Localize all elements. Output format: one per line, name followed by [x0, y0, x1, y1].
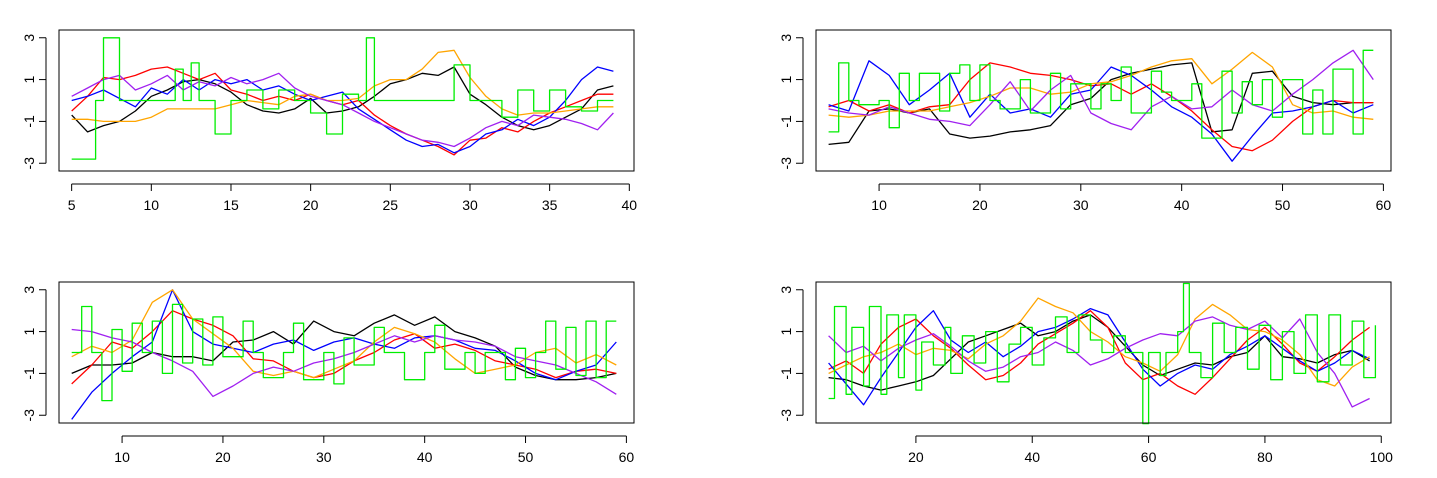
x-tick-label: 80 — [1257, 449, 1273, 465]
plot-frame — [58, 29, 635, 172]
x-tick-label: 35 — [542, 197, 558, 213]
y-tick-label: 3 — [778, 34, 794, 42]
series-line-6 — [71, 37, 614, 160]
series-line-2 — [828, 310, 1370, 395]
series-line-1 — [828, 314, 1370, 391]
series-line-4 — [828, 297, 1370, 387]
x-tick-label: 40 — [417, 449, 433, 465]
x-tick-label: 30 — [1073, 197, 1089, 213]
x-tick-label: 20 — [303, 197, 319, 213]
y-tick-label: -1 — [778, 367, 794, 380]
x-tick-label: 20 — [908, 449, 924, 465]
y-tick-label: 1 — [778, 327, 794, 335]
panel-1: 5 10 15 20 25 30 35 40 -3 -1 1 3 — [21, 29, 638, 213]
x-tick-label: 30 — [462, 197, 478, 213]
x-tick-label: 40 — [622, 197, 638, 213]
plot-frame — [815, 29, 1392, 172]
x-tick-label: 5 — [68, 197, 76, 213]
plot-frame — [815, 281, 1392, 424]
x-tick-label: 50 — [1275, 197, 1291, 213]
x-tick-label: 40 — [1024, 449, 1040, 465]
x-tick-label: 25 — [383, 197, 399, 213]
panel-2: 10 20 30 40 50 60 -3 -1 1 3 — [778, 29, 1392, 213]
y-tick-label: 1 — [21, 327, 37, 335]
series-line-6 — [828, 49, 1374, 139]
y-tick-label: -3 — [21, 157, 37, 170]
series-line-6 — [71, 303, 617, 402]
x-tick-label: 100 — [1370, 449, 1394, 465]
y-tick-label: 3 — [21, 286, 37, 294]
x-tick-label: 60 — [1376, 197, 1392, 213]
y-tick-label: 1 — [778, 75, 794, 83]
x-tick-label: 60 — [1141, 449, 1157, 465]
y-tick-label: -1 — [778, 115, 794, 128]
x-tick-label: 40 — [1174, 197, 1190, 213]
x-tick-label: 50 — [518, 449, 534, 465]
x-tick-label: 30 — [316, 449, 332, 465]
series-line-6 — [828, 282, 1377, 425]
series-line-3 — [828, 307, 1370, 406]
y-tick-label: -3 — [778, 157, 794, 170]
series-line-5 — [828, 316, 1370, 408]
plot-frame — [58, 281, 635, 424]
panel-4: 20 40 60 80 100 -3 -1 1 3 — [778, 281, 1394, 465]
y-tick-label: -1 — [21, 115, 37, 128]
panel-3: 10 20 30 40 50 60 -3 -1 1 3 — [21, 281, 635, 465]
x-tick-label: 20 — [972, 197, 988, 213]
x-tick-label: 10 — [144, 197, 160, 213]
x-tick-label: 20 — [215, 449, 231, 465]
y-tick-label: 1 — [21, 75, 37, 83]
x-tick-label: 10 — [114, 449, 130, 465]
y-tick-label: -1 — [21, 367, 37, 380]
y-tick-label: 3 — [778, 286, 794, 294]
y-tick-label: -3 — [21, 409, 37, 422]
x-tick-label: 15 — [223, 197, 239, 213]
y-tick-label: -3 — [778, 409, 794, 422]
x-tick-label: 10 — [871, 197, 887, 213]
y-tick-label: 3 — [21, 34, 37, 42]
x-tick-label: 60 — [619, 449, 635, 465]
